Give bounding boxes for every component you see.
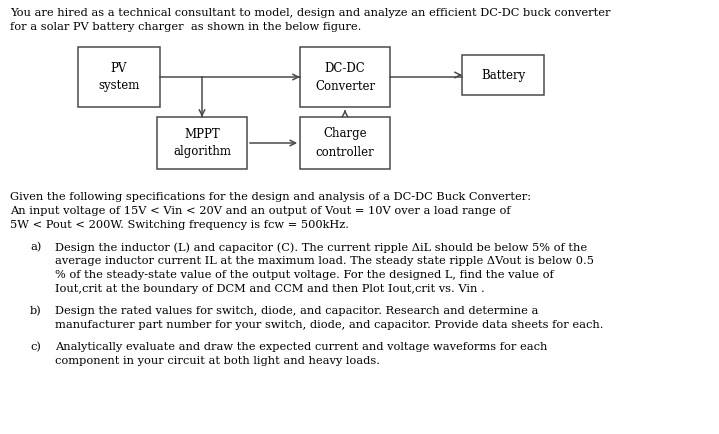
Text: Design the rated values for switch, diode, and capacitor. Research and determine: Design the rated values for switch, diod… [55,306,539,316]
Text: Analytically evaluate and draw the expected current and voltage waveforms for ea: Analytically evaluate and draw the expec… [55,342,547,352]
Text: MPPT
algorithm: MPPT algorithm [173,128,231,158]
Bar [157,117,247,169]
Text: % of the steady-state value of the output voltage. For the designed L, find the : % of the steady-state value of the outpu… [55,270,554,280]
Text: 5W < Pout < 200W. Switching frequency is fcw = 500kHz.: 5W < Pout < 200W. Switching frequency is… [10,220,349,230]
Text: Battery: Battery [481,69,525,82]
Text: Charge
controller: Charge controller [316,128,375,158]
Text: component in your circuit at both light and heavy loads.: component in your circuit at both light … [55,356,380,366]
Text: average inductor current IL at the maximum load. The steady state ripple ΔVout i: average inductor current IL at the maxim… [55,256,594,266]
Text: An input voltage of 15V < Vin < 20V and an output of Vout = 10V over a load rang: An input voltage of 15V < Vin < 20V and … [10,206,510,216]
Bar [78,47,160,107]
Text: Iout,crit at the boundary of DCM and CCM and then Plot Iout,crit vs. Vin .: Iout,crit at the boundary of DCM and CCM… [55,284,485,294]
Text: Design the inductor (L) and capacitor (C). The current ripple ΔiL should be belo: Design the inductor (L) and capacitor (C… [55,242,587,253]
Bar [300,47,390,107]
Text: for a solar PV battery charger  as shown in the below figure.: for a solar PV battery charger as shown … [10,22,362,32]
Text: manufacturer part number for your switch, diode, and capacitor. Provide data she: manufacturer part number for your switch… [55,320,603,330]
Bar [300,117,390,169]
Text: DC-DC
Converter: DC-DC Converter [315,62,375,92]
Text: c): c) [30,342,41,352]
Text: You are hired as a technical consultant to model, design and analyze an efficien: You are hired as a technical consultant … [10,8,610,18]
Text: a): a) [30,242,42,252]
Text: Given the following specifications for the design and analysis of a DC-DC Buck C: Given the following specifications for t… [10,192,531,202]
Text: b): b) [30,306,42,316]
Bar [462,55,544,95]
Text: PV
system: PV system [99,62,139,92]
